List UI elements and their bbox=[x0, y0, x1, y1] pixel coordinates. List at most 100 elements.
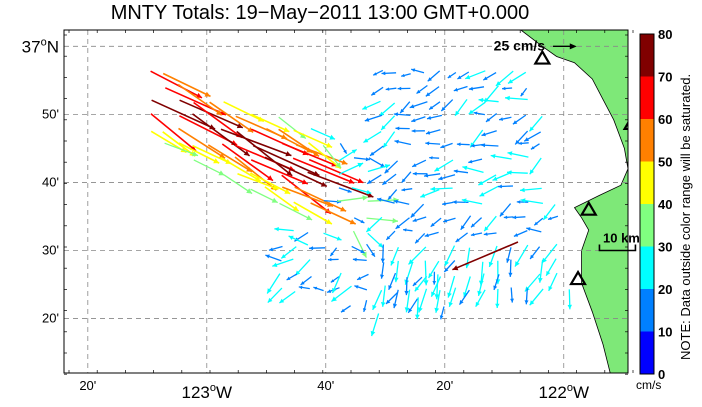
current-vector bbox=[293, 129, 333, 149]
current-vector bbox=[473, 111, 486, 116]
scale-bar-label: 10 km bbox=[603, 231, 640, 246]
current-vector bbox=[404, 289, 411, 313]
scale-arrow-head bbox=[569, 43, 577, 50]
current-vector bbox=[353, 157, 370, 162]
current-vector bbox=[468, 86, 485, 91]
current-vector bbox=[209, 101, 254, 133]
current-vector bbox=[365, 216, 383, 233]
current-vector bbox=[425, 129, 441, 135]
current-vector bbox=[309, 246, 326, 251]
current-vector bbox=[162, 72, 211, 98]
current-vector bbox=[430, 186, 453, 192]
current-vector bbox=[478, 97, 499, 103]
current-vector bbox=[434, 289, 441, 313]
current-vector bbox=[280, 246, 297, 259]
colorbar-tick-label: 70 bbox=[658, 70, 672, 85]
current-vector bbox=[482, 72, 497, 81]
colorbar-unit: cm/s bbox=[636, 378, 662, 392]
land-area bbox=[520, 30, 628, 373]
current-vector bbox=[460, 215, 472, 231]
current-vector bbox=[363, 131, 382, 144]
current-vector bbox=[385, 291, 399, 305]
current-vector bbox=[366, 243, 376, 258]
current-vector bbox=[478, 174, 497, 186]
longitude-label: 20' bbox=[436, 378, 453, 393]
current-vector bbox=[455, 232, 468, 243]
colorbar-frame bbox=[639, 33, 655, 375]
current-vector bbox=[368, 157, 386, 168]
current-vector bbox=[444, 245, 456, 267]
current-vector bbox=[338, 187, 352, 193]
current-vector bbox=[409, 101, 428, 109]
current-vector bbox=[362, 300, 368, 313]
current-vector bbox=[538, 259, 544, 283]
current-vector bbox=[278, 128, 320, 157]
current-vector bbox=[351, 187, 372, 195]
current-vector bbox=[292, 157, 355, 184]
colorbar-segment bbox=[640, 119, 654, 162]
colorbar-segment bbox=[640, 289, 654, 332]
current-vector bbox=[423, 173, 441, 178]
current-vector bbox=[426, 114, 443, 120]
current-vector bbox=[425, 141, 441, 146]
current-vector bbox=[443, 217, 456, 223]
current-vector bbox=[337, 195, 369, 202]
current-vector bbox=[338, 162, 364, 175]
current-vector bbox=[372, 69, 384, 76]
current-vector bbox=[339, 143, 348, 154]
current-vector bbox=[220, 156, 262, 182]
current-vector bbox=[547, 215, 559, 221]
current-vector bbox=[150, 70, 203, 99]
current-vector bbox=[526, 227, 542, 233]
current-vector bbox=[354, 285, 368, 291]
current-vector bbox=[331, 272, 342, 294]
current-vector bbox=[411, 68, 425, 74]
current-vector bbox=[417, 288, 428, 313]
current-vector bbox=[353, 217, 365, 224]
current-vector bbox=[414, 275, 428, 292]
current-vector bbox=[251, 113, 290, 133]
current-vector bbox=[523, 131, 542, 142]
current-vector bbox=[164, 142, 199, 157]
current-vector bbox=[370, 313, 380, 337]
latitude-label: 50' bbox=[42, 106, 59, 121]
current-vector bbox=[458, 289, 470, 305]
current-vector bbox=[327, 257, 339, 262]
current-vector bbox=[338, 148, 358, 162]
current-vector bbox=[193, 159, 225, 176]
current-vector bbox=[268, 245, 283, 252]
current-vector bbox=[456, 142, 470, 147]
current-vector bbox=[264, 186, 300, 212]
current-vector bbox=[440, 99, 454, 112]
current-vector bbox=[384, 160, 399, 174]
current-vector bbox=[480, 143, 499, 148]
current-vector bbox=[356, 273, 369, 281]
current-vector bbox=[530, 143, 540, 150]
current-vector bbox=[425, 86, 440, 97]
current-vector bbox=[286, 273, 298, 281]
current-vector bbox=[457, 71, 470, 80]
current-vector bbox=[395, 126, 410, 131]
current-vector bbox=[366, 174, 382, 185]
radar-site-marker bbox=[569, 269, 587, 286]
current-vector bbox=[462, 165, 484, 174]
longitude-label: 20' bbox=[79, 378, 96, 393]
current-vector bbox=[362, 100, 381, 110]
current-vector bbox=[430, 217, 442, 228]
current-vector bbox=[367, 164, 391, 173]
current-vector bbox=[380, 262, 385, 279]
current-vector bbox=[470, 217, 483, 228]
current-vector bbox=[223, 101, 265, 123]
current-vector bbox=[548, 272, 558, 292]
current-vector bbox=[178, 127, 226, 159]
current-vector bbox=[483, 232, 497, 236]
map-frame bbox=[63, 29, 629, 374]
current-vector bbox=[428, 260, 440, 279]
current-vector bbox=[340, 305, 351, 313]
current-vector bbox=[387, 189, 398, 201]
current-vector bbox=[385, 87, 397, 91]
latitude-label: 40' bbox=[42, 174, 59, 189]
current-vector bbox=[427, 70, 441, 82]
current-vector bbox=[382, 173, 397, 186]
current-vector bbox=[401, 188, 413, 192]
